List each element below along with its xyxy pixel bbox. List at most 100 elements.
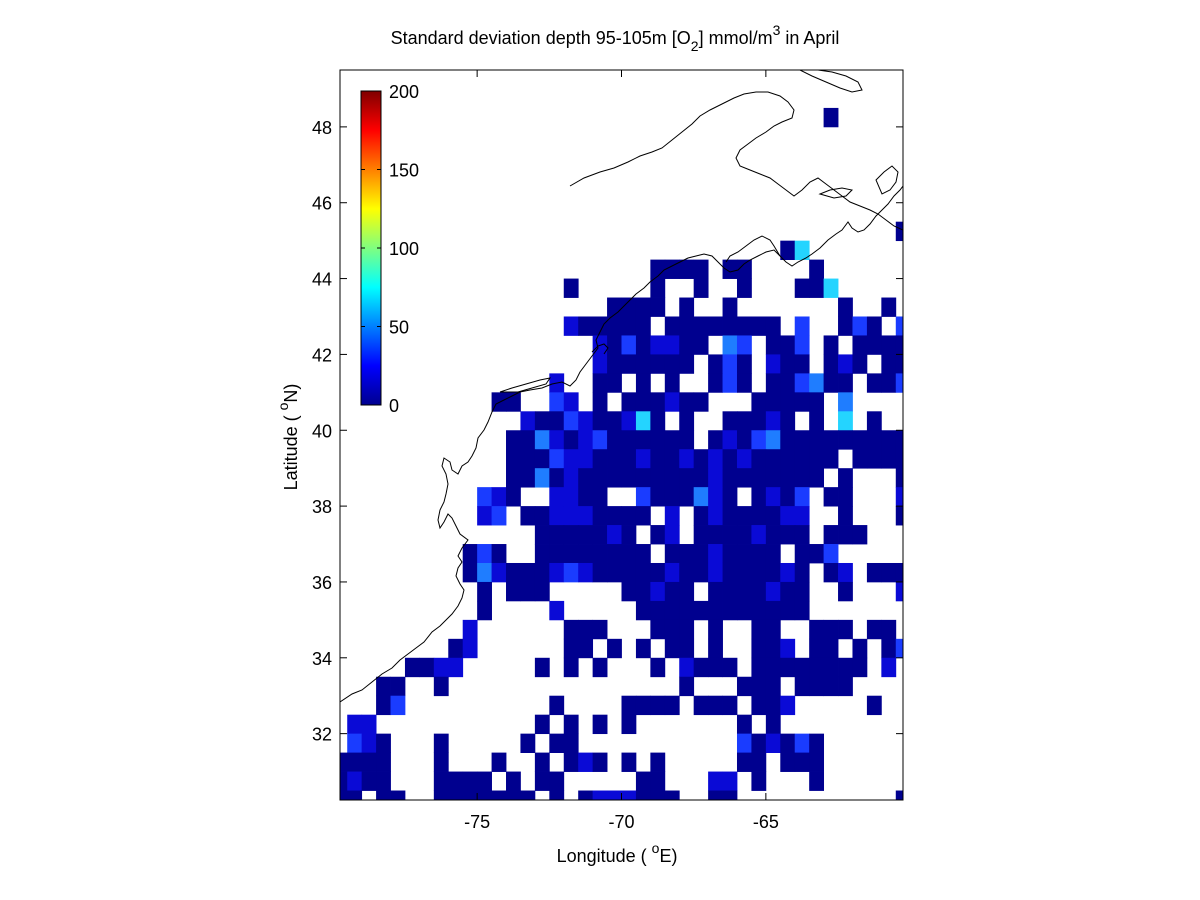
heatmap-cell <box>693 487 709 507</box>
coastline-pei <box>818 187 854 199</box>
coastline-cape-cod <box>591 343 609 355</box>
heatmap-cell <box>809 544 825 564</box>
heatmap-cell <box>780 354 796 374</box>
heatmap-cell <box>838 297 853 317</box>
heatmap-cell <box>607 316 622 336</box>
heatmap-cell <box>838 657 853 678</box>
heatmap-cell <box>664 335 680 355</box>
heatmap-cell <box>751 638 767 659</box>
heatmap-cell <box>621 714 637 735</box>
heatmap-cell <box>563 638 579 659</box>
heatmap-cell <box>838 354 853 374</box>
heatmap-cell <box>736 525 752 545</box>
heatmap-cell <box>549 790 565 800</box>
heatmap-cell <box>794 392 810 412</box>
heatmap-cell <box>592 468 608 488</box>
heatmap-cell <box>664 790 680 800</box>
colorbar: 0 50 100 150 200 <box>360 82 419 416</box>
heatmap-cell <box>549 771 565 791</box>
heatmap-cell <box>607 354 622 374</box>
heatmap-cell <box>693 392 709 412</box>
heatmap-cell <box>838 506 853 526</box>
heatmap-cell <box>794 562 810 583</box>
heatmap-cell <box>664 638 680 659</box>
heatmap-cell <box>664 506 680 526</box>
heatmap-cell <box>751 695 767 716</box>
heatmap-cell <box>679 657 695 678</box>
heatmap-cell <box>881 562 897 583</box>
heatmap-cell <box>780 525 796 545</box>
heatmap-cell <box>722 525 738 545</box>
plot-area <box>340 70 903 800</box>
heatmap-cell <box>549 525 565 545</box>
heatmap-cell <box>809 373 825 393</box>
heatmap-cell <box>809 657 825 678</box>
heatmap-cell <box>736 316 752 336</box>
heatmap-cell <box>563 278 579 298</box>
heatmap-cell <box>809 392 825 412</box>
heatmap-cell <box>823 525 839 545</box>
y-tick-label: 40 <box>312 421 332 441</box>
heatmap-cell <box>708 695 723 716</box>
heatmap-cell <box>664 562 680 583</box>
heatmap-cell <box>679 354 695 374</box>
heatmap-cell <box>578 487 594 507</box>
coastline-cape-breton <box>875 165 899 195</box>
heatmap-cell <box>838 581 853 602</box>
heatmap-cell <box>693 544 709 564</box>
heatmap-cell <box>549 411 565 431</box>
heatmap-cell <box>765 411 781 431</box>
heatmap-cell <box>765 581 781 602</box>
heatmap-cell <box>679 411 695 431</box>
heatmap-cell <box>592 430 608 450</box>
heatmap-cell <box>607 562 622 583</box>
heatmap-cell <box>347 790 363 800</box>
heatmap-cell <box>650 752 666 772</box>
heatmap-cell <box>664 392 680 412</box>
heatmap-cell <box>693 259 709 279</box>
heatmap-cell <box>650 354 666 374</box>
heatmap-cell <box>679 392 695 412</box>
heatmap-cell <box>664 430 680 450</box>
heatmap-cell <box>607 335 622 355</box>
heatmap-cell <box>881 657 897 678</box>
heatmap-cell <box>534 657 550 678</box>
heatmap-cell <box>563 544 579 564</box>
heatmap-cell <box>520 411 536 431</box>
heatmap-cell <box>635 354 651 374</box>
heatmap-cell <box>679 259 695 279</box>
heatmap-cell <box>650 430 666 450</box>
heatmap-cell <box>708 449 723 469</box>
heatmap-cell <box>506 487 521 507</box>
heatmap-cell <box>823 278 839 298</box>
heatmap-cell <box>592 657 608 678</box>
heatmap-cell <box>607 544 622 564</box>
heatmap-cell <box>794 278 810 298</box>
heatmap-cell <box>607 638 622 659</box>
heatmap-cell <box>578 619 594 640</box>
colorbar-tick-label: 50 <box>389 318 409 338</box>
heatmap-cell <box>578 449 594 469</box>
heatmap-cell <box>578 752 594 772</box>
heatmap-cell <box>708 430 723 450</box>
y-axis-ticks: 32 34 36 38 40 42 44 46 48 <box>312 118 903 745</box>
heatmap-cell <box>895 335 903 355</box>
heatmap-cell <box>794 240 810 261</box>
heatmap-cell <box>563 411 579 431</box>
heatmap-cell <box>491 790 507 800</box>
heatmap-cell <box>780 240 796 261</box>
heatmap-cell <box>650 619 666 640</box>
heatmap-cell <box>751 619 767 640</box>
heatmap-cell <box>534 411 550 431</box>
heatmap-cell <box>765 733 781 753</box>
heatmap-cell <box>520 790 536 800</box>
heatmap-cell <box>765 506 781 526</box>
heatmap-cell <box>809 278 825 298</box>
y-tick-label: 38 <box>312 497 332 517</box>
heatmap-cell <box>780 657 796 678</box>
heatmap-cell <box>881 297 897 317</box>
heatmap-cell <box>809 733 825 753</box>
heatmap-cell <box>635 790 651 800</box>
y-tick-label: 46 <box>312 194 332 214</box>
